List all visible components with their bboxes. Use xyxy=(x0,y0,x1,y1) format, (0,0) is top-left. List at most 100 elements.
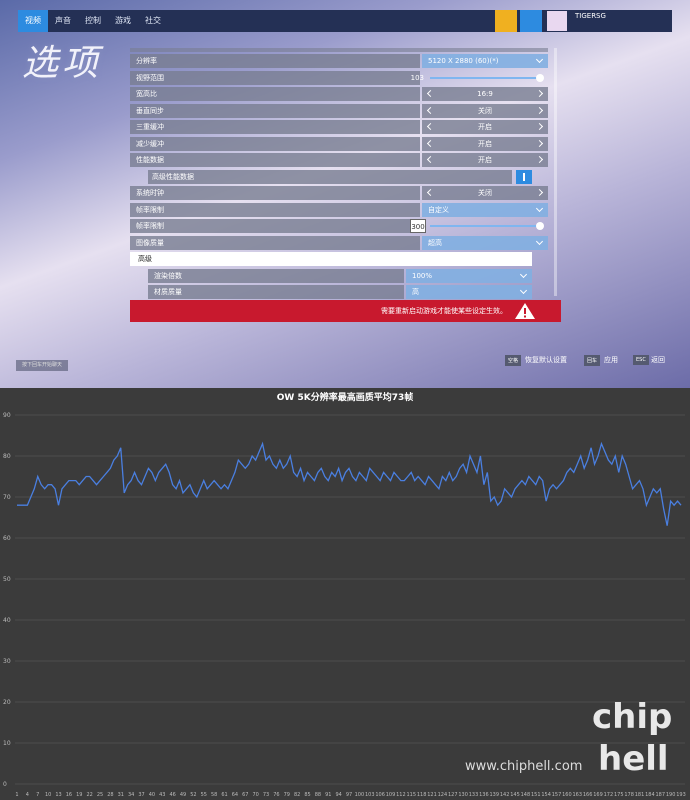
x-tick-label: 142 xyxy=(500,792,510,798)
x-tick-label: 34 xyxy=(128,792,134,798)
icon[interactable] xyxy=(495,10,517,32)
setting-label: 材质质量 xyxy=(148,285,404,299)
x-tick-label: 91 xyxy=(325,792,331,798)
setting-label: 垂直同步 xyxy=(130,103,420,118)
x-tick-label: 88 xyxy=(315,792,321,798)
x-tick-label: 97 xyxy=(346,792,352,798)
icon[interactable] xyxy=(520,10,542,32)
x-tick-label: 136 xyxy=(479,792,489,798)
slider-track[interactable] xyxy=(430,76,540,79)
x-tick-label: 154 xyxy=(541,792,551,798)
arrow-right[interactable] xyxy=(535,155,544,164)
y-tick-label: 30 xyxy=(3,658,11,665)
chat-hint[interactable]: 按下回车开始聊天 xyxy=(16,360,68,371)
arrow-left[interactable] xyxy=(426,139,435,147)
tab[interactable]: 声音 xyxy=(55,16,71,25)
arrow-right[interactable] xyxy=(535,89,544,98)
watermark: www.chiphell.com xyxy=(465,759,582,774)
x-tick-label: 79 xyxy=(284,792,290,798)
x-tick-label: 82 xyxy=(294,792,300,798)
action[interactable]: 应用 xyxy=(604,356,618,364)
setting-value[interactable]: 开启 xyxy=(422,136,548,151)
dropdown-arrow[interactable] xyxy=(535,204,544,212)
setting-value[interactable]: 关闭 xyxy=(422,103,548,118)
arrow-left[interactable] xyxy=(426,89,435,98)
x-tick-label: 160 xyxy=(562,792,572,798)
arrow-left[interactable] xyxy=(426,106,435,114)
x-tick-label: 40 xyxy=(149,792,155,798)
panel-top xyxy=(130,48,548,52)
x-tick-label: 55 xyxy=(201,792,207,798)
arrow-left[interactable] xyxy=(426,155,435,164)
x-tick-label: 16 xyxy=(66,792,72,798)
slider-track[interactable] xyxy=(430,225,540,227)
x-tick-label: 121 xyxy=(427,792,437,798)
setting-value[interactable]: 自定义 xyxy=(422,202,548,217)
arrow-right[interactable] xyxy=(535,188,544,197)
x-tick-label: 145 xyxy=(510,792,520,798)
x-tick-label: 76 xyxy=(273,792,279,798)
y-tick-label: 60 xyxy=(3,535,11,542)
y-tick-label: 0 xyxy=(3,781,7,788)
top-bar: TIGERSG 视频 声音 控制 游戏 社交 xyxy=(18,10,672,32)
slider-knob[interactable] xyxy=(536,73,544,82)
slider-value: 300 xyxy=(410,219,426,233)
x-tick-label: 103 xyxy=(365,792,375,798)
x-tick-label: 4 xyxy=(26,792,29,798)
x-tick-label: 61 xyxy=(221,792,227,798)
x-tick-label: 169 xyxy=(593,792,603,798)
dropdown-arrow[interactable] xyxy=(519,286,528,295)
expand-button[interactable] xyxy=(516,169,532,184)
setting-value[interactable]: 开启 xyxy=(422,153,548,167)
x-tick-label: 184 xyxy=(645,792,655,798)
collapse-button[interactable] xyxy=(516,252,532,266)
x-tick-label: 19 xyxy=(76,792,82,798)
arrow-right[interactable] xyxy=(535,139,544,147)
action[interactable]: 返回 xyxy=(651,356,665,364)
x-tick-label: 7 xyxy=(36,792,39,798)
tab[interactable]: 游戏 xyxy=(115,16,131,25)
x-tick-label: 130 xyxy=(458,792,468,798)
x-tick-label: 139 xyxy=(489,792,499,798)
setting-value[interactable]: 16:9 xyxy=(422,87,548,101)
setting-label: 渲染倍数 xyxy=(148,268,404,283)
setting-value[interactable]: 高 xyxy=(406,285,532,299)
scrollbar xyxy=(554,48,557,296)
arrow-right[interactable] xyxy=(535,106,544,114)
setting-label: 高级性能数据 xyxy=(148,169,512,184)
action[interactable]: 恢复默认设置 xyxy=(525,356,567,364)
dropdown-arrow[interactable] xyxy=(535,55,544,64)
warning-icon xyxy=(515,303,535,319)
chart: OW 5K分辨率最高画质平均73帧 0 10 20 30 40 50 60 70 80 90 1 4 7… xyxy=(0,388,690,800)
x-tick-label: 106 xyxy=(375,792,385,798)
tab[interactable]: 社交 xyxy=(145,16,161,25)
x-tick-label: 166 xyxy=(583,792,593,798)
x-tick-label: 163 xyxy=(572,792,582,798)
y-tick-label: 90 xyxy=(3,412,11,419)
tab[interactable]: 控制 xyxy=(85,16,101,25)
x-tick-label: 109 xyxy=(386,792,396,798)
setting-value[interactable]: 开启 xyxy=(422,120,548,134)
x-tick-label: 151 xyxy=(531,792,541,798)
setting-label: 减少缓冲 xyxy=(130,136,420,151)
setting-value[interactable]: 超高 xyxy=(422,235,548,250)
slider-knob[interactable] xyxy=(536,222,544,230)
setting-value[interactable]: 5120 X 2880 (60)(*) xyxy=(422,54,548,68)
x-tick-label: 112 xyxy=(396,792,406,798)
x-tick-label: 94 xyxy=(335,792,341,798)
tab[interactable]: 视频 xyxy=(18,10,48,32)
arrow-left[interactable] xyxy=(426,188,435,197)
setting-label: 分辨率 xyxy=(130,54,420,68)
x-tick-label: 52 xyxy=(190,792,196,798)
dropdown-arrow[interactable] xyxy=(535,237,544,245)
setting-value[interactable]: 100% xyxy=(406,268,532,283)
x-tick-label: 25 xyxy=(97,792,103,798)
setting-label: 图像质量 xyxy=(130,235,420,250)
setting-label: 宽高比 xyxy=(130,87,420,101)
setting-value[interactable]: 关闭 xyxy=(422,186,548,200)
y-tick-label: 50 xyxy=(3,576,11,583)
arrow-left[interactable] xyxy=(426,122,435,131)
arrow-right[interactable] xyxy=(535,122,544,131)
dropdown-arrow[interactable] xyxy=(519,270,528,278)
x-tick-label: 49 xyxy=(180,792,186,798)
